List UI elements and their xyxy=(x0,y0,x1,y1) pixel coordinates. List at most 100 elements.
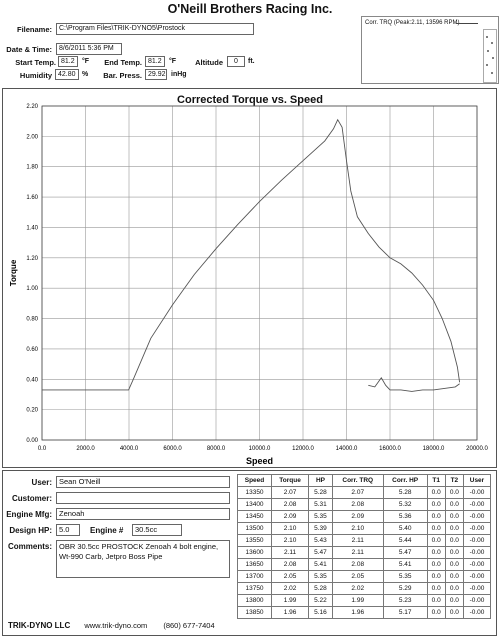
table-cell: 5.47 xyxy=(308,546,333,559)
table-cell: 0.0 xyxy=(444,546,464,559)
plot-area xyxy=(41,105,478,441)
table-header-cell: Corr. TRQ xyxy=(331,474,384,487)
table-cell: 2.07 xyxy=(271,486,310,499)
table-cell: 2.02 xyxy=(331,582,384,595)
x-tick-label: 10000.0 xyxy=(249,446,271,452)
y-tick-label: 1.40 xyxy=(26,225,38,231)
table-row: 13450 2.09 5.35 2.09 5.36 0.0 0.0 -0.00 xyxy=(236,510,492,523)
table-header-row: Speed Torque HP Corr. TRQ Corr. HP T1 T2 User xyxy=(236,474,492,487)
table-cell: 2.02 xyxy=(271,582,310,595)
table-row: 13550 2.10 5.43 2.11 5.44 0.0 0.0 -0.00 xyxy=(236,534,492,547)
table-cell: 1.99 xyxy=(271,594,310,607)
table-cell: 0.0 xyxy=(444,498,464,511)
table-cell: 5.40 xyxy=(382,522,428,535)
customer-label: Customer: xyxy=(11,494,52,503)
table-cell: 5.35 xyxy=(382,570,428,583)
filename-label: Filename: xyxy=(16,25,52,34)
table-cell: 1.96 xyxy=(271,606,310,619)
table-cell: 5.35 xyxy=(308,570,333,583)
table-cell: 0.0 xyxy=(426,486,446,499)
table-cell: -0.00 xyxy=(462,582,492,595)
table-cell: 5.35 xyxy=(308,510,333,523)
table-cell: 0.0 xyxy=(426,522,446,535)
engine-no-field[interactable]: 30.5cc xyxy=(132,524,182,536)
table-cell: 13400 xyxy=(236,498,273,511)
table-cell: 0.0 xyxy=(444,486,464,499)
user-field[interactable]: Sean O'Neill xyxy=(56,476,230,488)
table-cell: -0.00 xyxy=(462,570,492,583)
design-hp-field[interactable]: 5.0 xyxy=(56,524,80,536)
footer-website[interactable]: www.trik-dyno.com xyxy=(84,621,148,630)
x-tick-label: 12000.0 xyxy=(292,446,314,452)
customer-field[interactable] xyxy=(56,492,230,504)
engine-mfg-field[interactable]: Zenoah xyxy=(56,508,230,520)
humidity-unit: % xyxy=(82,71,89,78)
table-cell: 0.0 xyxy=(444,522,464,535)
humidity-field[interactable]: 42.80 xyxy=(55,69,79,80)
table-row: 13800 1.99 5.22 1.99 5.23 0.0 0.0 -0.00 xyxy=(236,594,492,607)
table-cell: 0.0 xyxy=(426,510,446,523)
table-cell: -0.00 xyxy=(462,546,492,559)
legend-line-icon xyxy=(456,23,478,24)
end-temp-field[interactable]: 81.2 xyxy=(145,56,165,67)
x-tick-label: 18000.0 xyxy=(423,446,445,452)
table-row: 13400 2.08 5.31 2.08 5.32 0.0 0.0 -0.00 xyxy=(236,498,492,511)
user-label: User: xyxy=(31,478,52,487)
table-header-cell: Corr. HP xyxy=(382,474,428,487)
table-cell: 1.99 xyxy=(331,594,384,607)
y-tick-label: 0.80 xyxy=(26,317,38,323)
comments-field[interactable]: OBR 30.5cc PROSTOCK Zenoah 4 bolt engine… xyxy=(56,540,230,578)
table-cell: -0.00 xyxy=(462,594,492,607)
table-cell: 0.0 xyxy=(426,606,446,619)
table-cell: 1.96 xyxy=(331,606,384,619)
table-cell: 13650 xyxy=(236,558,273,571)
table-cell: -0.00 xyxy=(462,510,492,523)
x-tick-label: 16000.0 xyxy=(379,446,401,452)
datetime-field[interactable]: 8/6/2011 5:36 PM xyxy=(56,43,122,55)
table-cell: 5.47 xyxy=(382,546,428,559)
altitude-label: Altitude xyxy=(195,58,223,67)
table-cell: 0.0 xyxy=(444,510,464,523)
table-header-cell: User xyxy=(462,474,492,487)
y-tick-label: 1.60 xyxy=(26,195,38,201)
table-cell: 13600 xyxy=(236,546,273,559)
table-cell: 2.10 xyxy=(271,534,310,547)
x-tick-label: 14000.0 xyxy=(336,446,358,452)
y-tick-label: 1.20 xyxy=(26,256,38,262)
filename-field[interactable]: C:\Program Files\TRIK-DYNO5\Prostock xyxy=(56,23,254,35)
table-cell: 5.28 xyxy=(308,486,333,499)
baro-field[interactable]: 29.92 xyxy=(145,69,167,80)
table-cell: -0.00 xyxy=(462,486,492,499)
table-cell: 0.0 xyxy=(444,594,464,607)
table-row: 13850 1.96 5.16 1.96 5.17 0.0 0.0 -0.00 xyxy=(236,606,492,619)
y-tick-label: 0.20 xyxy=(26,408,38,414)
altitude-field[interactable]: 0 xyxy=(227,56,245,67)
footer-phone: (860) 677-7404 xyxy=(163,621,215,630)
table-cell: 5.29 xyxy=(382,582,428,595)
table-cell: 2.08 xyxy=(271,498,310,511)
table-cell: 13500 xyxy=(236,522,273,535)
table-cell: 2.08 xyxy=(271,558,310,571)
table-cell: 2.08 xyxy=(331,558,384,571)
table-header-cell: T2 xyxy=(444,474,464,487)
table-cell: 2.11 xyxy=(331,534,384,547)
table-cell: 0.0 xyxy=(444,534,464,547)
x-tick-label: 4000.0 xyxy=(120,446,139,452)
table-cell: 0.0 xyxy=(444,606,464,619)
table-cell: 5.39 xyxy=(308,522,333,535)
table-header-cell: Torque xyxy=(271,474,310,487)
table-cell: 2.07 xyxy=(331,486,384,499)
table-row: 13700 2.05 5.35 2.05 5.35 0.0 0.0 -0.00 xyxy=(236,570,492,583)
engine-mfg-label: Engine Mfg: xyxy=(6,510,52,519)
table-row: 13750 2.02 5.28 2.02 5.29 0.0 0.0 -0.00 xyxy=(236,582,492,595)
data-table: Speed Torque HP Corr. TRQ Corr. HP T1 T2 User 1… xyxy=(236,474,492,619)
table-cell: 5.32 xyxy=(382,498,428,511)
y-tick-label: 1.80 xyxy=(26,165,38,171)
start-temp-field[interactable]: 81.2 xyxy=(58,56,78,67)
table-cell: 0.0 xyxy=(426,582,446,595)
table-cell: 5.16 xyxy=(308,606,333,619)
start-temp-unit: °F xyxy=(82,58,90,65)
x-tick-label: 6000.0 xyxy=(163,446,182,452)
chart-legend: Corr. TRQ (Peak:2.11, 13596 RPM) xyxy=(361,16,499,84)
humidity-label: Humidity xyxy=(19,71,52,80)
